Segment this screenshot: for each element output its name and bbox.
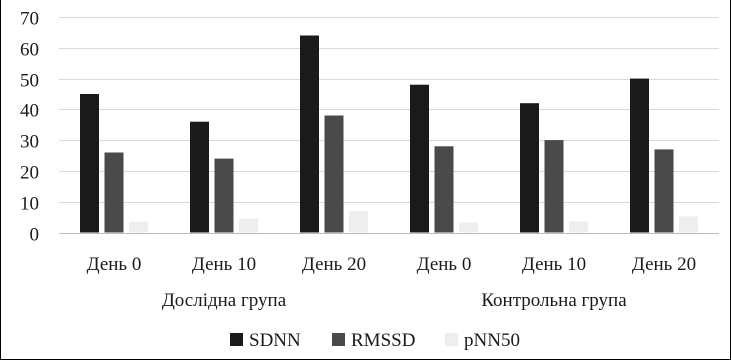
bar-rmssd-1 bbox=[214, 158, 234, 233]
y-tick-label: 50 bbox=[20, 71, 39, 92]
legend-label-rmssd: RMSSD bbox=[351, 330, 415, 351]
x-category-label: День 10 bbox=[522, 254, 586, 275]
y-tick-label: 0 bbox=[30, 225, 40, 246]
x-category-label: День 20 bbox=[302, 254, 366, 275]
bar-rmssd-4 bbox=[544, 140, 564, 233]
y-tick-label: 30 bbox=[20, 132, 39, 153]
gridlines bbox=[59, 17, 719, 234]
legend-label-pnn50: pNN50 bbox=[464, 330, 520, 351]
bar-pnn50-0 bbox=[129, 221, 148, 233]
bar-rmssd-2 bbox=[324, 115, 344, 233]
bar-sdnn-0 bbox=[80, 94, 99, 233]
x-axis-categories: День 0 День 10 День 20 День 0 День 10 День 20 bbox=[87, 254, 696, 275]
legend-swatch-rmssd bbox=[332, 333, 345, 346]
legend-label-sdnn: SDNN bbox=[249, 330, 301, 351]
legend-swatch-sdnn bbox=[230, 333, 243, 346]
bar-rmssd-5 bbox=[654, 149, 674, 233]
bar-pnn50-5 bbox=[679, 216, 698, 233]
x-group-label: Дослідна група bbox=[162, 290, 287, 311]
bar-pnn50-1 bbox=[239, 218, 258, 233]
bars bbox=[80, 35, 698, 233]
bar-rmssd-3 bbox=[434, 146, 454, 233]
y-tick-label: 40 bbox=[20, 101, 39, 122]
y-axis-ticks: 0 10 20 30 40 50 60 70 bbox=[20, 9, 39, 246]
x-group-label: Контрольна група bbox=[481, 290, 627, 311]
y-tick-label: 20 bbox=[20, 163, 39, 184]
bar-sdnn-4 bbox=[520, 103, 539, 233]
bar-sdnn-3 bbox=[410, 84, 429, 233]
x-category-label: День 0 bbox=[87, 254, 142, 275]
legend: SDNN RMSSD pNN50 bbox=[230, 330, 520, 351]
y-tick-label: 60 bbox=[20, 40, 39, 61]
x-category-label: День 20 bbox=[632, 254, 696, 275]
x-axis-groups: Дослідна група Контрольна група bbox=[162, 290, 627, 311]
bar-pnn50-2 bbox=[349, 210, 368, 233]
y-tick-label: 10 bbox=[20, 194, 39, 215]
bar-sdnn-1 bbox=[190, 121, 209, 233]
bar-sdnn-2 bbox=[300, 35, 319, 233]
x-category-label: День 0 bbox=[417, 254, 472, 275]
bar-pnn50-3 bbox=[459, 222, 478, 233]
y-tick-label: 70 bbox=[20, 9, 39, 30]
bar-rmssd-0 bbox=[104, 152, 124, 233]
legend-swatch-pnn50 bbox=[445, 333, 458, 346]
bar-pnn50-4 bbox=[569, 221, 588, 233]
bar-sdnn-5 bbox=[630, 78, 649, 233]
x-category-label: День 10 bbox=[192, 254, 256, 275]
